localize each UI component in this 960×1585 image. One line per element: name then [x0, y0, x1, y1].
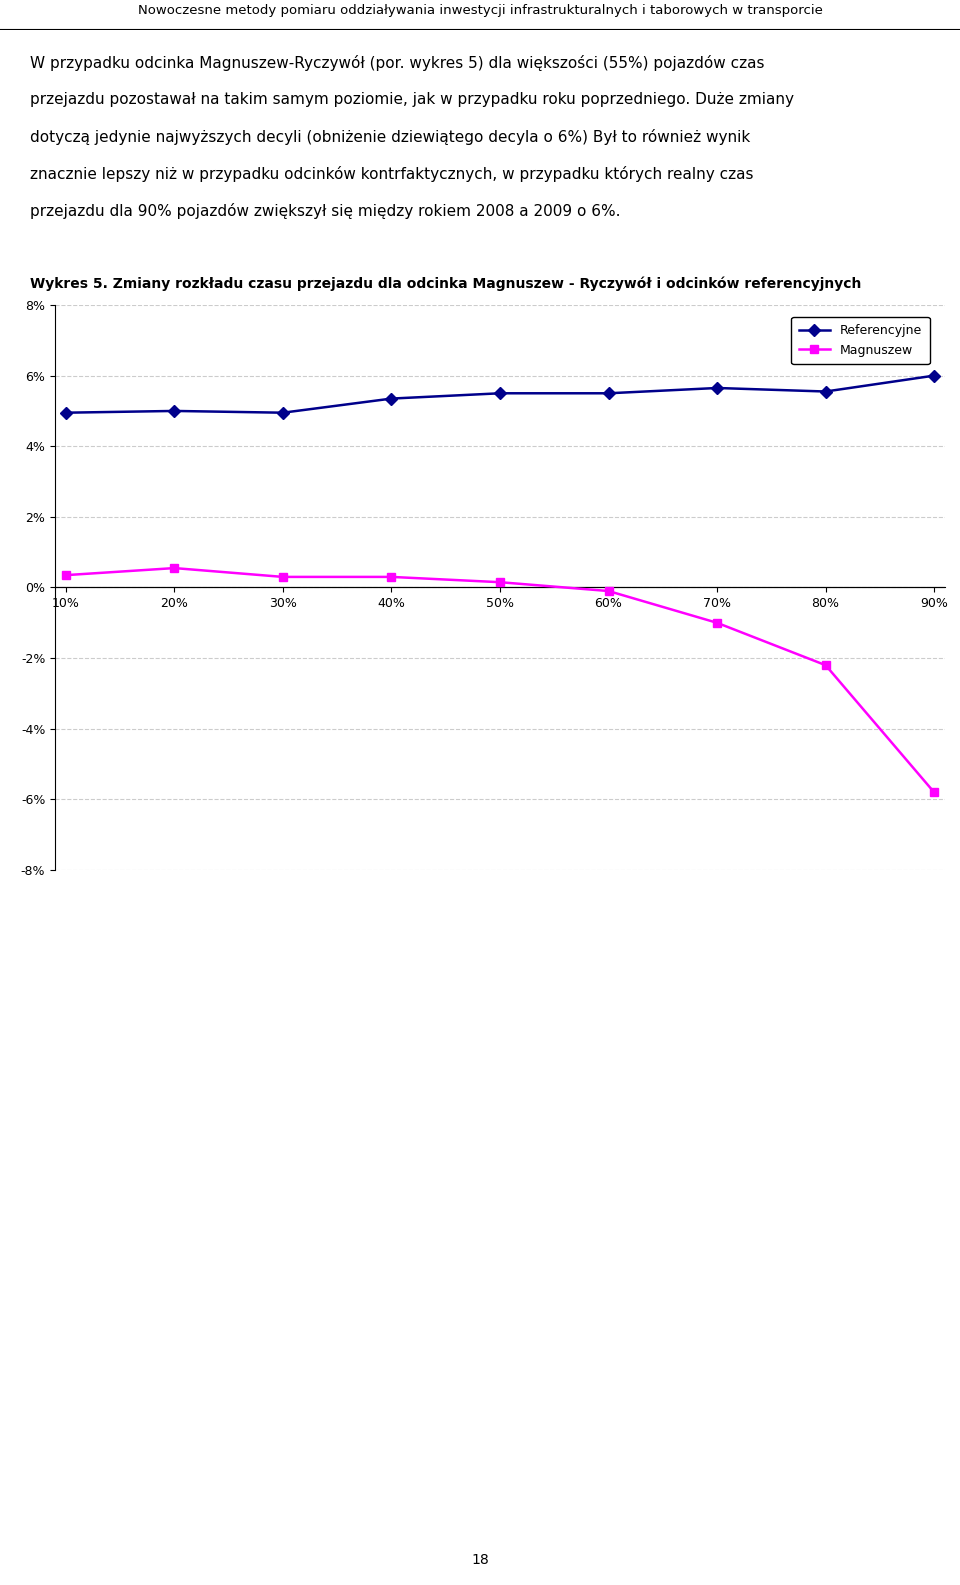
Magnuszew: [60, 566, 72, 585]
Magnuszew: [494, 572, 506, 591]
Text: znacznie lepszy niż w przypadku odcinków kontrfaktycznych, w przypadku których r: znacznie lepszy niż w przypadku odcinków…: [30, 166, 754, 182]
Text: dotyczą jedynie najwyższych decyli (obniżenie dziewiątego decyla o 6%) Był to ró: dotyczą jedynie najwyższych decyli (obni…: [30, 128, 751, 144]
Referencyjne: [928, 366, 940, 385]
Text: W przypadku odcinka Magnuszew-Ryczywół (por. wykres 5) dla większości (55%) poja: W przypadku odcinka Magnuszew-Ryczywół (…: [30, 55, 764, 71]
Referencyjne: [820, 382, 831, 401]
Magnuszew: [711, 613, 723, 632]
Referencyjne: [386, 388, 397, 407]
Magnuszew: [386, 567, 397, 586]
Line: Magnuszew: Magnuszew: [61, 564, 938, 797]
Referencyjne: [60, 403, 72, 422]
Magnuszew: [603, 582, 614, 601]
Legend: Referencyjne, Magnuszew: Referencyjne, Magnuszew: [791, 317, 930, 365]
Referencyjne: [603, 384, 614, 403]
Referencyjne: [711, 379, 723, 398]
Text: przejazdu dla 90% pojazdów zwiększył się między rokiem 2008 a 2009 o 6%.: przejazdu dla 90% pojazdów zwiększył się…: [30, 203, 620, 219]
Text: Wykres 5. Zmiany rozkładu czasu przejazdu dla odcinka Magnuszew - Ryczywół i odc: Wykres 5. Zmiany rozkładu czasu przejazd…: [30, 277, 861, 292]
Line: Referencyjne: Referencyjne: [61, 371, 938, 417]
Magnuszew: [820, 656, 831, 675]
Text: Nowoczesne metody pomiaru oddziaływania inwestycji infrastrukturalnych i taborow: Nowoczesne metody pomiaru oddziaływania …: [137, 5, 823, 17]
Referencyjne: [277, 403, 289, 422]
Referencyjne: [494, 384, 506, 403]
Referencyjne: [169, 401, 180, 420]
Magnuszew: [169, 558, 180, 577]
Text: 18: 18: [471, 1553, 489, 1568]
Magnuszew: [277, 567, 289, 586]
Magnuszew: [928, 783, 940, 802]
Text: przejazdu pozostawał na takim samym poziomie, jak w przypadku roku poprzedniego.: przejazdu pozostawał na takim samym pozi…: [30, 92, 794, 108]
